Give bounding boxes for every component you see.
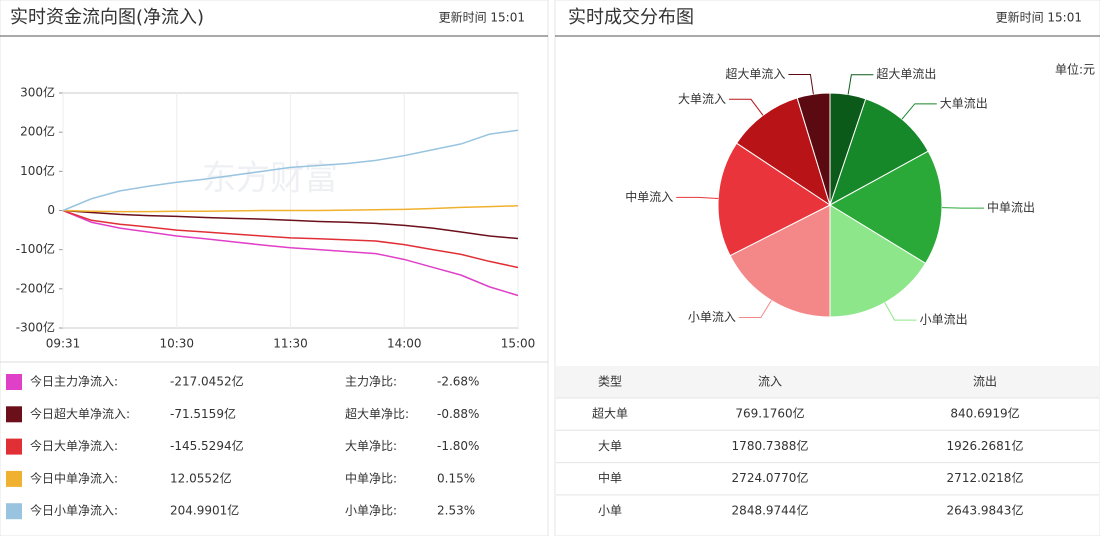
outflow: 1926.2681亿 bbox=[947, 438, 1024, 453]
inflow: 769.1760亿 bbox=[735, 406, 804, 421]
series-line bbox=[62, 129, 519, 212]
inflow: 2724.0770亿 bbox=[732, 470, 809, 485]
ratio-value: -1.80% bbox=[437, 439, 479, 453]
pie-slice bbox=[735, 97, 831, 207]
net-value: -71.5159亿 bbox=[170, 406, 236, 421]
net-value: 12.0552亿 bbox=[170, 470, 232, 485]
net-value: -217.0452亿 bbox=[170, 374, 244, 389]
pie-label: 中单流出 bbox=[987, 200, 1035, 215]
legend-label: 今日超大单净流入: bbox=[30, 406, 130, 421]
ratio-value: 2.53% bbox=[437, 504, 475, 518]
y-tick-label: -300亿 bbox=[16, 320, 55, 335]
y-tick-label: -200亿 bbox=[16, 280, 55, 295]
legend-swatch bbox=[6, 406, 22, 423]
table-header: 流出 bbox=[973, 375, 997, 389]
legend-swatch bbox=[6, 438, 22, 455]
pie-label: 超大单流入 bbox=[725, 66, 785, 81]
pie-label: 超大单流出 bbox=[876, 66, 936, 81]
ratio-label: 中单净比: bbox=[345, 470, 397, 485]
series-line bbox=[62, 209, 519, 297]
x-tick-label: 10:30 bbox=[159, 337, 194, 351]
update-time: 更新时间 15:01 bbox=[996, 10, 1082, 25]
legend-label: 今日小单净流入: bbox=[30, 503, 118, 518]
legend-label: 今日中单净流入: bbox=[30, 470, 118, 485]
x-tick-label: 11:30 bbox=[273, 337, 308, 351]
ratio-label: 主力净比: bbox=[345, 375, 397, 389]
unit: 单位:元 bbox=[1055, 62, 1095, 77]
series-line bbox=[62, 205, 519, 213]
update-time: 更新时间 15:01 bbox=[439, 10, 525, 25]
pie-slice bbox=[729, 204, 831, 318]
legend-label: 今日大单净流入: bbox=[30, 438, 118, 453]
ratio-value: -0.88% bbox=[437, 407, 479, 421]
pie-slice bbox=[829, 204, 927, 318]
leader-line bbox=[738, 300, 772, 318]
row-label: 超大单 bbox=[592, 406, 628, 421]
y-tick-label: -100亿 bbox=[16, 241, 55, 256]
series-line bbox=[62, 209, 519, 240]
inflow: 1780.7388亿 bbox=[732, 438, 809, 453]
x-tick-label: 15:00 bbox=[501, 337, 536, 351]
y-tick-label: 100亿 bbox=[20, 163, 55, 178]
y-tick-label: 200亿 bbox=[20, 124, 55, 139]
legend-swatch bbox=[6, 470, 22, 487]
net-value: -145.5294亿 bbox=[170, 438, 244, 453]
y-tick-label: 300亿 bbox=[20, 85, 55, 100]
inflow: 2848.9744亿 bbox=[732, 502, 809, 517]
ratio-value: -2.68% bbox=[437, 375, 479, 389]
pie-label: 大单流出 bbox=[940, 96, 988, 110]
leader-line bbox=[847, 74, 874, 95]
ratio-label: 超大单净比: bbox=[345, 406, 409, 421]
leader-line bbox=[901, 103, 937, 120]
table-header-bg bbox=[556, 366, 1099, 398]
leader-line bbox=[884, 302, 917, 321]
left-panel bbox=[0, 0, 549, 536]
pie-label: 中单流入 bbox=[625, 189, 673, 204]
leader-line bbox=[676, 196, 719, 200]
outflow: 840.6919亿 bbox=[950, 406, 1019, 421]
row-label: 小单 bbox=[598, 503, 622, 517]
net-value: 204.9901亿 bbox=[170, 503, 239, 518]
legend-swatch bbox=[6, 503, 22, 520]
y-tick-label: 0 bbox=[47, 203, 55, 217]
title: 实时成交分布图 bbox=[568, 7, 694, 28]
pie-label: 小单流入 bbox=[688, 310, 736, 324]
ratio-value: 0.15% bbox=[437, 471, 475, 485]
row-label: 大单 bbox=[598, 439, 622, 453]
row-label: 中单 bbox=[598, 470, 622, 485]
watermark: 东方财富 bbox=[202, 159, 338, 199]
leader-line bbox=[788, 73, 814, 95]
ratio-label: 大单净比: bbox=[345, 439, 397, 453]
outflow: 2643.9843亿 bbox=[947, 502, 1024, 517]
legend-swatch bbox=[6, 374, 22, 390]
x-tick-label: 09:31 bbox=[46, 337, 81, 351]
ratio-label: 小单净比: bbox=[345, 504, 397, 518]
pie-label: 大单流入 bbox=[678, 92, 726, 106]
table-header: 流入 bbox=[758, 375, 782, 389]
legend-label: 今日主力净流入: bbox=[30, 374, 118, 389]
x-tick-label: 14:00 bbox=[387, 337, 422, 351]
outflow: 2712.0218亿 bbox=[947, 470, 1024, 485]
table-header: 类型 bbox=[598, 375, 622, 389]
series-line bbox=[62, 209, 519, 269]
pie-label: 小单流出 bbox=[920, 313, 968, 327]
leader-line bbox=[728, 98, 764, 116]
title: 实时资金流向图(净流入) bbox=[10, 7, 204, 28]
